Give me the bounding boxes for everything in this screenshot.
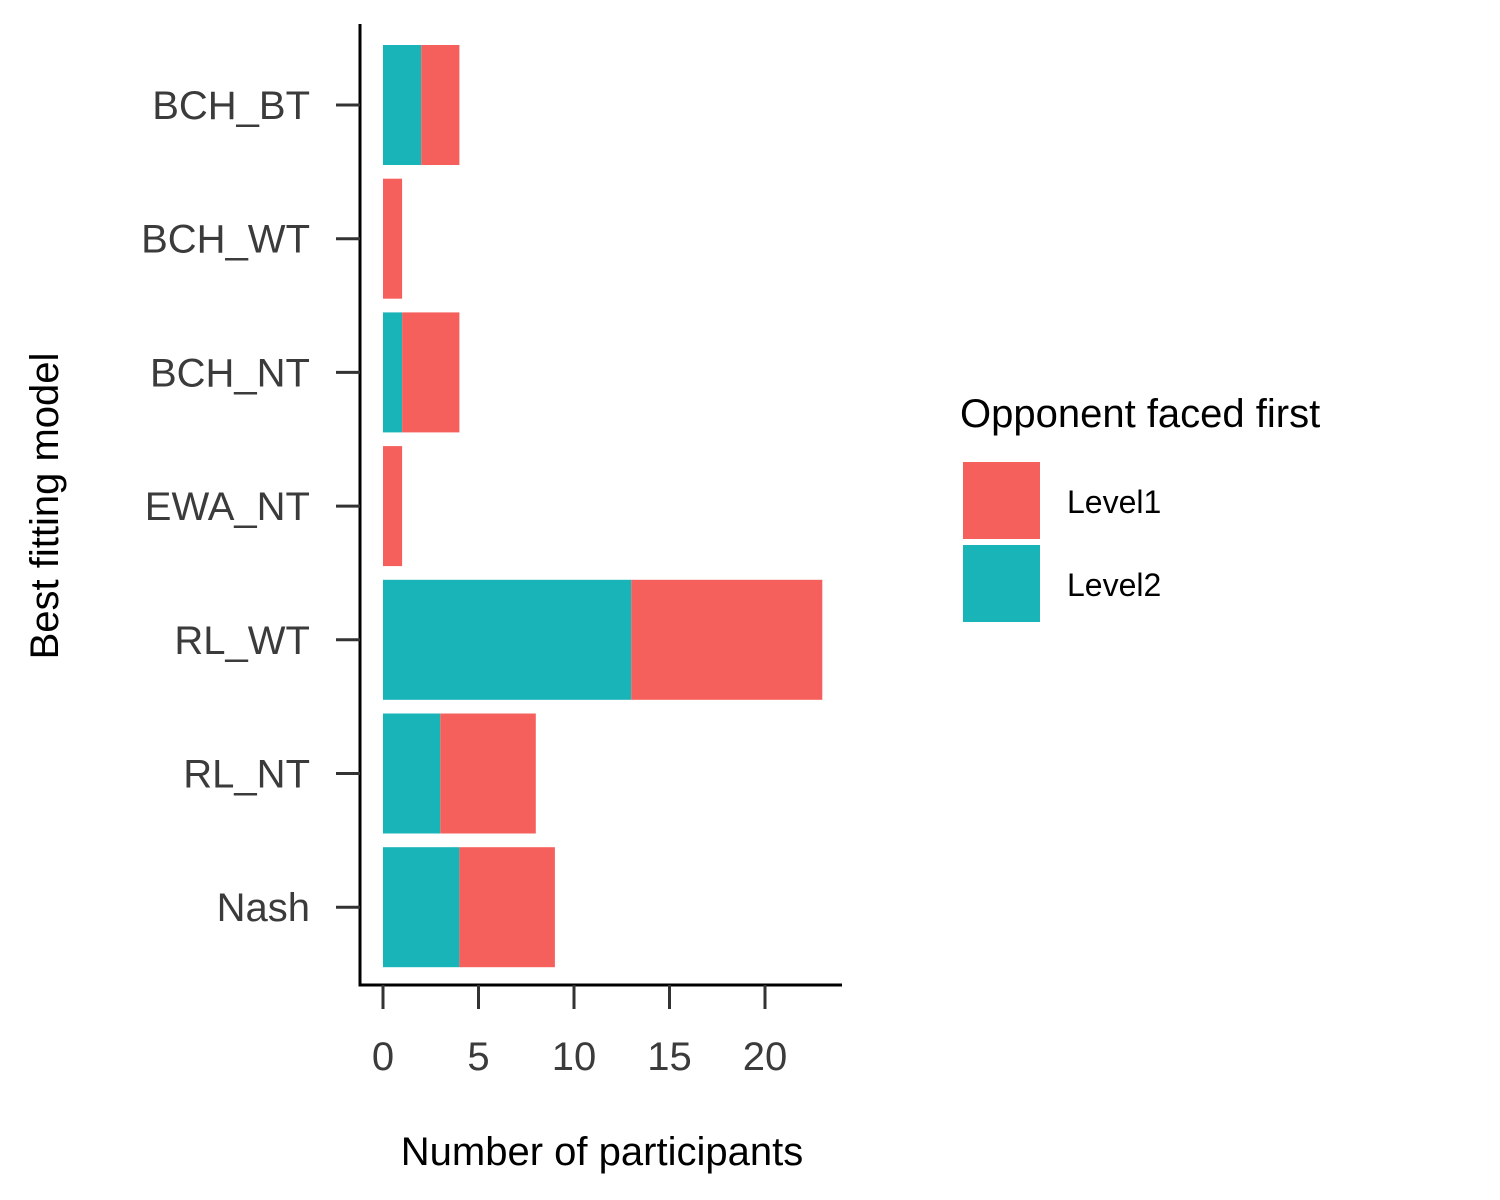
bar-RL_WT-Level1 — [631, 579, 823, 700]
bar-RL_NT-Level2 — [383, 713, 441, 834]
x-tick-label: 20 — [743, 1035, 788, 1079]
y-tick-label: RL_NT — [183, 753, 310, 797]
legend-title: Opponent faced first — [960, 392, 1320, 436]
bar-EWA_NT-Level1 — [383, 446, 403, 567]
bars-group — [383, 45, 823, 968]
bar-BCH_NT-Level2 — [383, 312, 403, 433]
bar-BCH_WT-Level1 — [383, 178, 403, 299]
x-tick-label: 15 — [647, 1035, 692, 1079]
bar-Nash-Level2 — [383, 847, 460, 968]
x-tick-label: 5 — [467, 1035, 489, 1079]
bar-Nash-Level1 — [459, 847, 555, 968]
bar-BCH_NT-Level1 — [402, 312, 460, 433]
legend-label-Level2: Level2 — [1067, 567, 1161, 603]
x-ticks-group: 0 5 10 15 20 — [372, 985, 787, 1079]
bar-BCH_BT-Level2 — [383, 45, 422, 165]
x-tick-label: 0 — [372, 1035, 394, 1079]
axes-group — [358, 24, 842, 987]
legend-label-Level1: Level1 — [1067, 484, 1161, 520]
y-tick-label: BCH_NT — [150, 351, 310, 395]
y-tick-label: BCH_BT — [152, 84, 310, 128]
y-tick-label: Nash — [217, 886, 310, 930]
bar-BCH_BT-Level1 — [421, 45, 460, 165]
y-tick-label: EWA_NT — [145, 485, 310, 529]
y-ticks-group: BCH_BT BCH_WT BCH_NT EWA_NT RL_WT RL_NT Nash — [141, 84, 360, 930]
legend: Opponent faced first Level1 Level2 — [960, 392, 1320, 622]
legend-key-Level1 — [963, 462, 1040, 539]
bar-RL_NT-Level1 — [440, 713, 536, 834]
legend-entries: Level1 Level2 — [963, 462, 1161, 622]
bar-RL_WT-Level2 — [383, 579, 632, 700]
y-tick-label: RL_WT — [174, 619, 310, 663]
x-axis-title: Number of participants — [401, 1130, 803, 1174]
y-axis-title: Best fitting model — [23, 353, 67, 660]
y-tick-label: BCH_WT — [141, 218, 310, 262]
x-tick-label: 10 — [552, 1035, 597, 1079]
legend-key-Level2 — [963, 545, 1040, 622]
